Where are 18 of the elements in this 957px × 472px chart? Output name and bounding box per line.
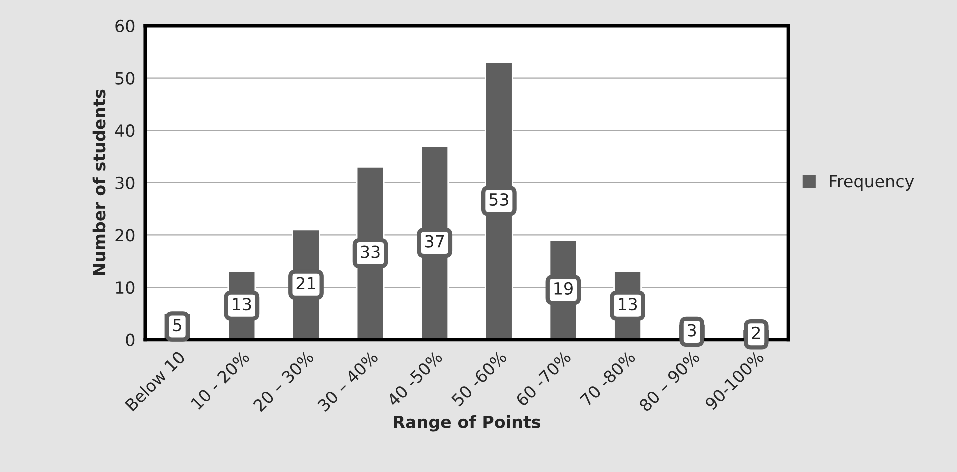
y-tick-label: 40 (115, 124, 135, 138)
data-label: 33 (361, 246, 380, 258)
y-tick-label: 30 (116, 176, 135, 190)
y-tick-label: 50 (116, 72, 135, 85)
x-axis-title: Range of Points (394, 416, 541, 432)
data-label: 13 (233, 298, 252, 311)
data-label: 13 (619, 298, 638, 311)
y-tick-label: 60 (116, 20, 135, 33)
data-label: 5 (174, 319, 182, 332)
legend-label: Frequency (830, 175, 914, 191)
y-tick-label: 20 (116, 229, 135, 242)
y-tick-label: 0 (126, 334, 135, 346)
data-label: 37 (426, 235, 444, 248)
data-label: 21 (296, 277, 316, 290)
data-label: 19 (554, 282, 573, 295)
y-axis-title: Number of students (92, 90, 106, 276)
data-label: 53 (490, 193, 508, 206)
y-tick-label: 10 (116, 281, 135, 294)
